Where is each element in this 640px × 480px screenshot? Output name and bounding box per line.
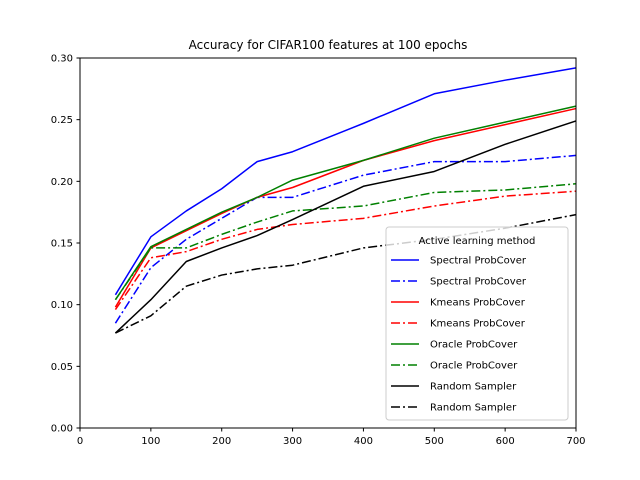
series-line-2 bbox=[114, 107, 577, 308]
x-tick-label: 200 bbox=[212, 436, 231, 447]
legend: Active learning method Spectral ProbCove… bbox=[385, 226, 569, 421]
x-tick-label: 300 bbox=[283, 436, 302, 447]
y-tick-label: 0.10 bbox=[51, 300, 73, 311]
y-tick-label: 0.05 bbox=[51, 362, 73, 373]
series-line-5 bbox=[114, 183, 577, 301]
y-tick-label: 0.20 bbox=[51, 177, 73, 188]
legend-label: Oracle ProbCover bbox=[430, 340, 518, 351]
series-line-1 bbox=[114, 154, 577, 324]
x-tick-label: 400 bbox=[354, 436, 373, 447]
series-line-6 bbox=[114, 120, 577, 334]
legend-label: Random Sampler bbox=[430, 403, 517, 414]
legend-title: Active learning method bbox=[419, 236, 536, 247]
y-tick-label: 0.30 bbox=[51, 54, 73, 65]
legend-label: Random Sampler bbox=[430, 382, 517, 393]
x-tick-label: 700 bbox=[566, 436, 585, 447]
series-line-0 bbox=[114, 67, 577, 296]
legend-label: Spectral ProbCover bbox=[430, 256, 527, 267]
legend-label: Kmeans ProbCover bbox=[430, 319, 526, 330]
legend-label: Oracle ProbCover bbox=[430, 361, 518, 372]
x-axis: 0 100 200 300 400 500 600 700 bbox=[77, 428, 586, 447]
series-layer bbox=[114, 67, 577, 334]
x-tick-label: 500 bbox=[425, 436, 444, 447]
x-tick-label: 0 bbox=[77, 436, 83, 447]
legend-label: Kmeans ProbCover bbox=[430, 298, 526, 309]
series-line-4 bbox=[114, 105, 577, 301]
chart-title: Accuracy for CIFAR100 features at 100 ep… bbox=[189, 38, 468, 52]
x-tick-label: 100 bbox=[141, 436, 160, 447]
y-tick-label: 0.00 bbox=[51, 424, 73, 435]
x-tick-label: 600 bbox=[496, 436, 515, 447]
y-tick-label: 0.25 bbox=[51, 115, 73, 126]
legend-label: Spectral ProbCover bbox=[430, 277, 527, 288]
y-axis: 0.00 0.05 0.10 0.15 0.20 0.25 0.30 bbox=[51, 54, 80, 435]
y-tick-label: 0.15 bbox=[51, 239, 73, 250]
legend-items: Spectral ProbCover Spectral ProbCover Kmea… bbox=[391, 256, 527, 414]
legend-box bbox=[385, 226, 569, 421]
